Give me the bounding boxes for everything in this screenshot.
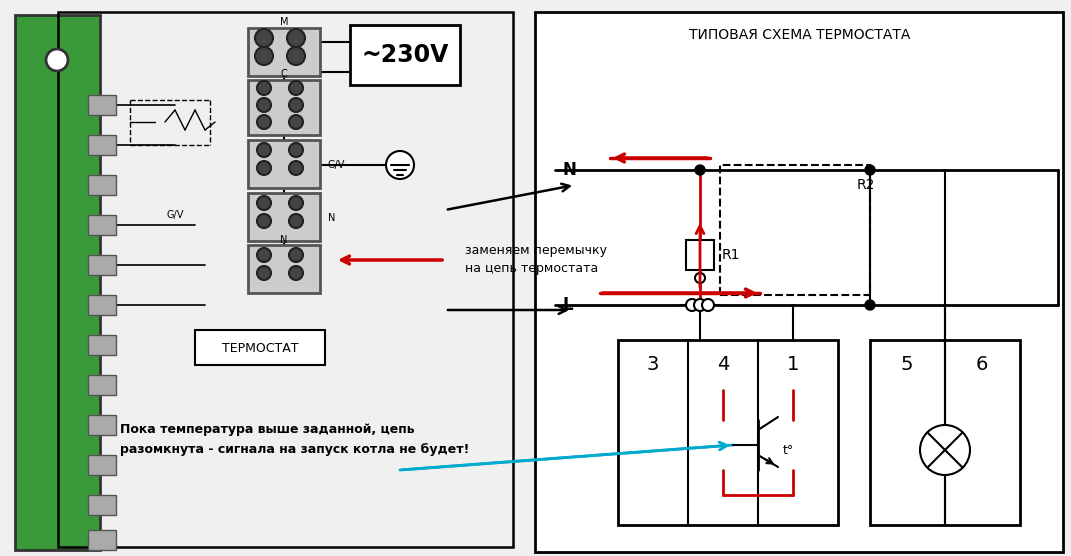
Circle shape [289,214,303,228]
Text: ~230V: ~230V [361,43,449,67]
Text: 6: 6 [976,355,989,375]
Text: Пока температура выше заданной, цепь: Пока температура выше заданной, цепь [120,424,414,436]
Circle shape [257,98,271,112]
Circle shape [257,81,271,95]
Bar [195,330,325,365]
Circle shape [865,165,875,175]
Bar [88,95,116,115]
Text: G/V: G/V [166,210,184,220]
Circle shape [46,49,67,71]
Text: N: N [563,161,577,179]
Bar [687,240,714,270]
Text: на цепь термостата: на цепь термостата [465,261,599,275]
Bar [58,12,513,547]
Text: ТЕРМОСТАТ: ТЕРМОСТАТ [222,341,298,355]
Circle shape [287,47,305,65]
Circle shape [289,81,303,95]
Bar [870,340,1020,525]
Bar [248,193,320,241]
Circle shape [865,300,875,310]
Circle shape [695,300,705,310]
Circle shape [289,196,303,210]
Circle shape [694,299,706,311]
Text: 3: 3 [647,355,659,375]
Bar [88,135,116,155]
Text: N: N [281,235,288,245]
Text: ТИПОВАЯ СХЕМА ТЕРМОСТАТА: ТИПОВАЯ СХЕМА ТЕРМОСТАТА [690,28,910,42]
Bar [88,215,116,235]
Text: G/V: G/V [328,160,345,170]
Bar [720,165,870,295]
Bar [88,295,116,315]
Text: C: C [281,69,287,79]
Circle shape [257,214,271,228]
Circle shape [257,196,271,210]
Bar [88,175,116,195]
Text: M: M [280,17,288,27]
Text: t°: t° [783,444,795,456]
Circle shape [687,299,698,311]
Circle shape [255,47,273,65]
Circle shape [920,425,970,475]
Bar [88,415,116,435]
Text: N: N [328,213,335,223]
Bar [248,80,320,135]
Text: 5: 5 [901,355,914,375]
Circle shape [289,115,303,129]
Circle shape [695,165,705,175]
Bar [88,335,116,355]
Circle shape [386,151,414,179]
Bar [88,375,116,395]
Bar [15,15,100,550]
Circle shape [289,98,303,112]
Circle shape [695,273,705,283]
Circle shape [257,161,271,175]
Circle shape [257,115,271,129]
Bar [618,340,838,525]
Circle shape [257,143,271,157]
Text: 4: 4 [716,355,729,375]
Circle shape [702,299,714,311]
Text: 1: 1 [787,355,799,375]
Bar [88,255,116,275]
Bar [248,245,320,293]
Circle shape [257,248,271,262]
Bar [88,455,116,475]
Bar [536,12,1064,552]
Text: разомкнута - сигнала на запуск котла не будет!: разомкнута - сигнала на запуск котла не … [120,444,469,456]
Circle shape [289,248,303,262]
Bar [248,28,320,76]
Circle shape [289,161,303,175]
Circle shape [289,143,303,157]
Circle shape [289,266,303,280]
Bar [248,140,320,188]
Circle shape [287,29,305,47]
Bar [88,530,116,550]
Text: заменяем перемычку: заменяем перемычку [465,244,607,256]
Bar [350,25,461,85]
Circle shape [255,29,273,47]
Text: L: L [563,296,574,314]
Text: R1: R1 [722,248,740,262]
Circle shape [257,266,271,280]
Text: R2: R2 [857,178,875,192]
Bar [88,495,116,515]
